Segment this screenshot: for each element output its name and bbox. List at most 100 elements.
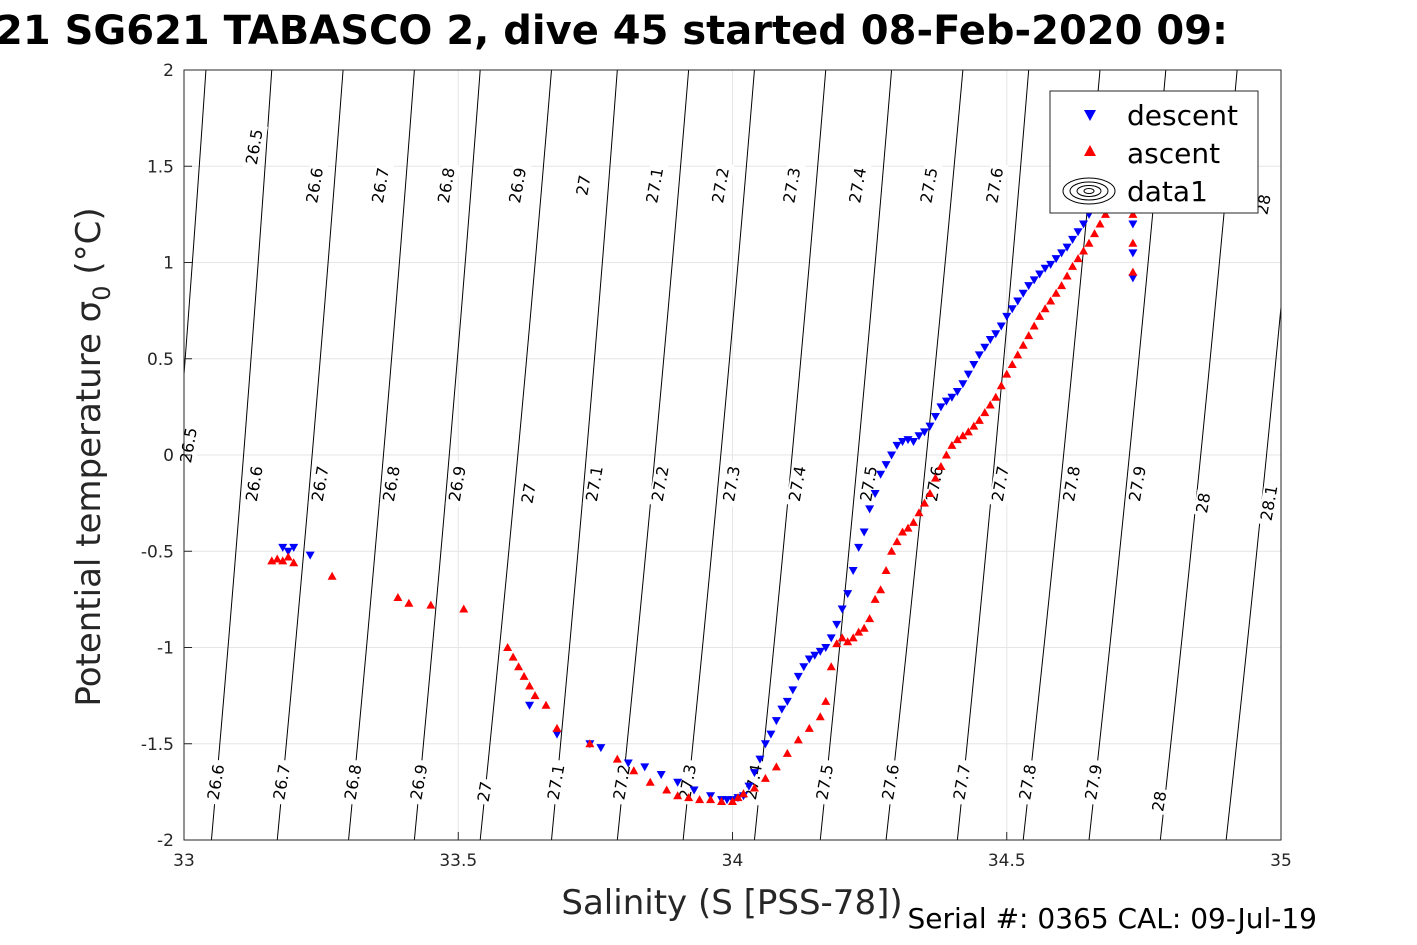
- descent-point: [799, 663, 809, 672]
- ascent-point: [826, 662, 836, 671]
- ascent-point: [695, 795, 705, 804]
- descent-point: [1024, 282, 1034, 291]
- density-contour-line: [479, 70, 552, 840]
- density-contour-label-bg: [573, 171, 596, 200]
- density-contour-line: [885, 70, 964, 840]
- density-contour-label: 26.5: [176, 426, 201, 464]
- descent-point: [876, 470, 886, 479]
- density-contour-label: 27.3: [719, 465, 744, 503]
- ascent-point: [662, 785, 672, 794]
- ascent-point: [903, 523, 913, 532]
- ascent-point: [760, 773, 770, 782]
- chart-title: 21 SG621 TABASCO 2, dive 45 started 08-F…: [0, 8, 1228, 54]
- density-contour-label-bg: [270, 759, 296, 806]
- descent-point: [815, 647, 825, 656]
- y-tick-label: -0.5: [141, 542, 174, 562]
- density-contour-label: 28: [1148, 790, 1170, 813]
- descent-point: [623, 759, 633, 768]
- descent-point: [1073, 228, 1083, 237]
- density-contour-label-bg: [917, 162, 943, 209]
- ascent-point: [503, 643, 513, 651]
- descent-point: [1035, 270, 1045, 279]
- ascent-point: [673, 791, 683, 800]
- ascent-point: [1100, 209, 1110, 218]
- ascent-point: [980, 408, 990, 417]
- density-contour-line: [956, 70, 1030, 840]
- y-axis-ticks: -2 -1.5 -1 -0.5 0 0.5 1 1.5 2: [141, 61, 192, 851]
- descent-point: [771, 717, 781, 726]
- density-contour-label: 27: [572, 174, 594, 197]
- ascent-point: [684, 793, 694, 802]
- ascent-point: [941, 450, 951, 459]
- density-contour-label: 27.6: [878, 763, 903, 801]
- ascent-point: [404, 598, 414, 607]
- density-contour-label-bg: [675, 759, 702, 806]
- ascent-point: [925, 489, 935, 497]
- descent-point: [980, 343, 990, 352]
- density-contour-label-bg: [950, 759, 976, 806]
- ascent-point: [848, 633, 858, 642]
- legend-contour-icon: [1062, 177, 1116, 205]
- ascent-point: [859, 623, 869, 632]
- density-contour-label-bg: [741, 759, 768, 806]
- ascent-point: [645, 777, 655, 786]
- descent-point: [1079, 220, 1089, 229]
- x-axis-label: Salinity (S [PSS-78]): [561, 883, 902, 923]
- density-contour-label: 27.4: [785, 465, 810, 503]
- ascent-point: [525, 681, 535, 690]
- ascent-point: [843, 637, 853, 646]
- descent-point: [974, 351, 984, 360]
- ascent-point: [459, 604, 469, 613]
- ascent-point: [947, 440, 957, 449]
- ascent-point: [1013, 350, 1023, 359]
- descent-point: [930, 413, 940, 421]
- density-contour-label-bg: [302, 162, 329, 209]
- descent-point: [909, 438, 919, 447]
- density-contour-label: 27.5: [917, 166, 942, 204]
- descent-point: [826, 634, 836, 643]
- density-contour-label: 27.9: [1125, 465, 1150, 503]
- descent-point: [958, 380, 968, 389]
- density-contour-label: 27.2: [609, 763, 634, 801]
- density-contour-label: 27.1: [544, 763, 569, 801]
- descent-point: [640, 763, 650, 772]
- ascent-point: [974, 415, 984, 424]
- ascent-point: [1062, 271, 1072, 280]
- density-contour-label: 27.7: [988, 465, 1013, 503]
- density-contour-label: 26.8: [434, 166, 459, 204]
- descent-point: [525, 701, 535, 710]
- ascent-point: [996, 381, 1006, 390]
- descent-point: [881, 461, 891, 470]
- ascent-point: [283, 552, 293, 561]
- density-contour-label-bg: [1016, 759, 1042, 806]
- density-contour-label: 26.5: [242, 128, 267, 166]
- density-contour-label: 27.2: [708, 166, 733, 204]
- descent-point: [689, 786, 699, 795]
- density-contour-label-bg: [780, 162, 806, 209]
- descent-point: [821, 644, 831, 652]
- descent-point: [892, 441, 902, 450]
- y-axis-label: Potential temperature σ0 (°C): [69, 207, 116, 706]
- density-contour-label: 27.8: [1059, 465, 1084, 503]
- density-contour-label: 27.3: [779, 166, 804, 204]
- ascent-point: [426, 600, 436, 609]
- ascent-point: [1057, 281, 1067, 290]
- density-contour-label-bg: [878, 759, 905, 806]
- density-contour-label-bg: [1125, 460, 1152, 508]
- ascent-point: [1073, 254, 1083, 263]
- descent-point: [1068, 235, 1078, 244]
- density-contour-line: [616, 70, 690, 840]
- density-contour-label: 27: [517, 482, 539, 505]
- density-contour-label: 28: [1192, 491, 1214, 514]
- density-contour-label: 26.6: [203, 763, 228, 801]
- density-contour-label-bg: [719, 460, 746, 508]
- density-contour-label: 27.1: [582, 465, 607, 503]
- density-contours: [184, 70, 1281, 840]
- ascent-point: [1002, 369, 1012, 378]
- ascent-point: [327, 571, 337, 580]
- legend: descent ascent data1: [1049, 90, 1259, 214]
- ascent-point: [914, 508, 924, 517]
- ascent-point: [749, 783, 759, 792]
- x-tick-label: 33: [173, 851, 195, 871]
- ascent-point: [717, 797, 727, 805]
